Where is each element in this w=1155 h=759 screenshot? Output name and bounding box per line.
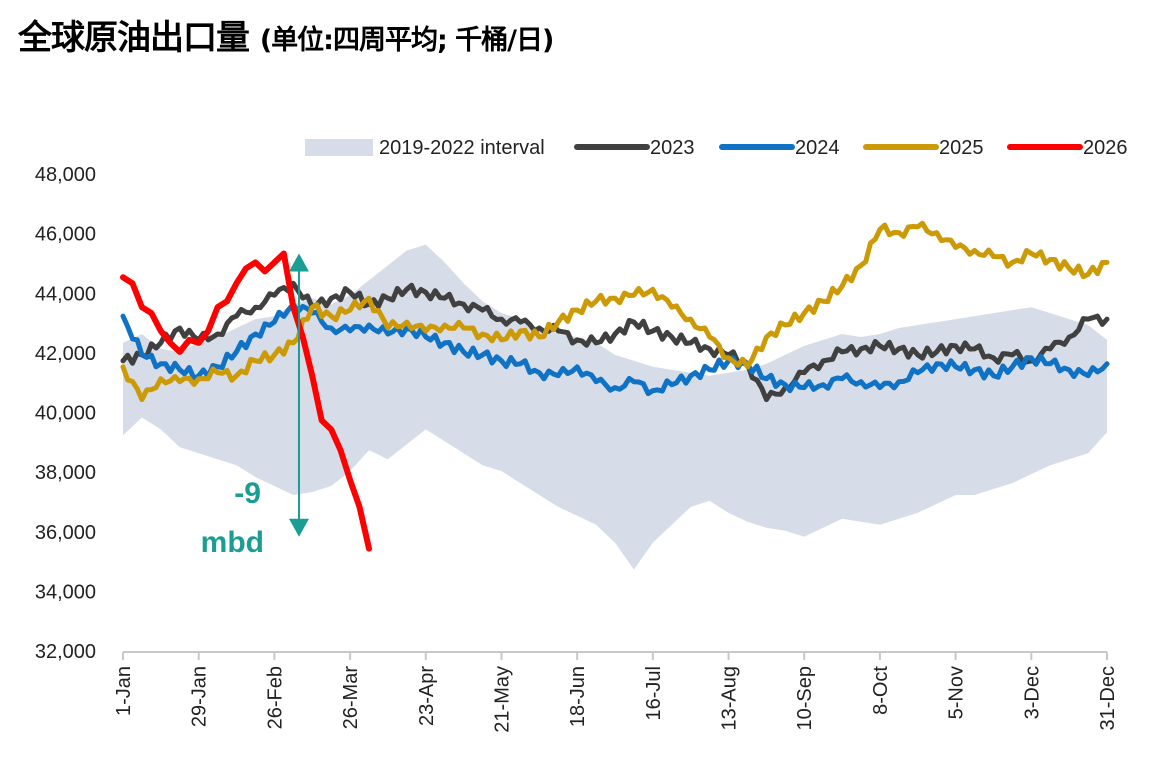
annotation-arrow-head-down (288, 518, 309, 537)
x-tick-label: 16-Jul (643, 666, 665, 720)
x-tick-label: 21-May (491, 666, 513, 733)
x-tick-label: 1-Jan (113, 666, 135, 716)
y-tick-label: 40,000 (35, 403, 96, 425)
chart-title-sub: (单位:四周平均; 千桶/日) (259, 25, 555, 56)
annotation-arrow-head-up (288, 253, 309, 272)
legend-label: 2024 (795, 137, 840, 159)
legend-label: 2019-2022 interval (379, 137, 545, 159)
x-tick-label: 23-Apr (416, 666, 438, 726)
legend-label: 2026 (1083, 137, 1128, 159)
x-tick-label: 13-Aug (719, 666, 741, 731)
legend-label: 2025 (939, 137, 984, 159)
x-tick-label: 26-Feb (264, 666, 286, 729)
y-tick-label: 48,000 (35, 164, 96, 186)
y-tick-label: 32,000 (35, 641, 96, 663)
x-tick-label: 3-Dec (1021, 666, 1043, 719)
y-tick-label: 42,000 (35, 343, 96, 365)
series-layer (120, 220, 1110, 552)
y-tick-label: 44,000 (35, 283, 96, 305)
x-tick-label: 10-Sep (794, 666, 816, 731)
x-tick-label: 8-Oct (870, 666, 892, 715)
chart-title-main: 全球原油出口量 (18, 18, 250, 58)
chart-title: 全球原油出口量 (单位:四周平均; 千桶/日) (18, 10, 555, 59)
series-line-2023 (120, 280, 1110, 403)
annotation-unit: mbd (201, 526, 264, 559)
legend: 2019-2022 interval 2023 2024 2025 2026 (305, 137, 1128, 159)
series-line-2025 (120, 220, 1110, 403)
x-tick-label: 26-Mar (340, 666, 362, 730)
x-tick-label: 29-Jan (189, 666, 211, 727)
y-tick-label: 34,000 (35, 581, 96, 603)
series-line-2024 (120, 301, 1110, 397)
annotation-value: -9 (234, 477, 261, 510)
legend-label: 2023 (650, 137, 695, 159)
x-tick-label: 5-Nov (946, 666, 968, 719)
legend-swatch-interval (305, 139, 373, 156)
axis-layer: 1-Jan 29-Jan 26-Feb 26-Mar 23-Apr 21-May 18-Ju… (35, 164, 1119, 733)
y-tick-label: 46,000 (35, 224, 96, 246)
y-tick-label: 36,000 (35, 522, 96, 544)
x-tick-label: 31-Dec (1097, 666, 1119, 730)
y-tick-label: 38,000 (35, 462, 96, 484)
x-tick-label: 18-Jun (567, 666, 589, 727)
annotation-layer: -9 mbd (201, 253, 309, 559)
series-line-2026 (120, 250, 372, 552)
